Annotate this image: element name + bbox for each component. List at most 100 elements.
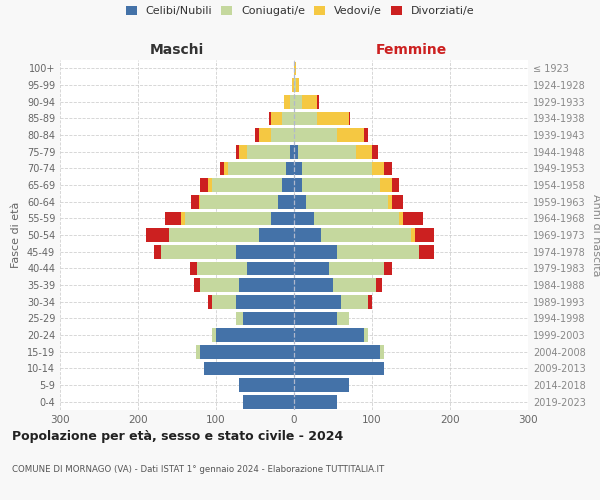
Bar [329, 262, 384, 275]
Bar [190, 262, 197, 275]
Bar [244, 395, 294, 408]
Bar [294, 178, 302, 192]
Bar [269, 112, 271, 125]
Bar [380, 178, 392, 192]
Bar [290, 145, 294, 158]
Bar [302, 178, 380, 192]
Bar [278, 195, 294, 208]
Bar [235, 145, 239, 158]
Bar [165, 212, 181, 225]
Bar [224, 162, 228, 175]
Bar [376, 278, 382, 292]
Y-axis label: Fasce di età: Fasce di età [11, 202, 21, 268]
Bar [194, 278, 200, 292]
Bar [220, 162, 224, 175]
Bar [247, 145, 290, 158]
Bar [384, 162, 392, 175]
Bar [294, 112, 317, 125]
Bar [388, 195, 392, 208]
Bar [364, 328, 368, 342]
Bar [356, 145, 372, 158]
Bar [294, 245, 337, 258]
Bar [197, 262, 247, 275]
Bar [196, 345, 200, 358]
Bar [255, 128, 259, 142]
Bar [294, 128, 337, 142]
Bar [294, 345, 380, 358]
Bar [294, 395, 337, 408]
Bar [286, 162, 294, 175]
Bar [294, 212, 314, 225]
Bar [235, 245, 294, 258]
Bar [208, 295, 212, 308]
Bar [271, 128, 294, 142]
Text: COMUNE DI MORNAGO (VA) - Dati ISTAT 1° gennaio 2024 - Elaborazione TUTTITALIA.IT: COMUNE DI MORNAGO (VA) - Dati ISTAT 1° g… [12, 465, 384, 474]
Bar [259, 228, 294, 242]
Bar [314, 212, 400, 225]
Bar [259, 128, 271, 142]
Bar [161, 245, 235, 258]
Bar [154, 245, 161, 258]
Bar [239, 145, 247, 158]
Bar [294, 312, 337, 325]
Bar [294, 378, 349, 392]
Bar [271, 112, 283, 125]
Legend: Celibi/Nubili, Coniugati/e, Vedovi/e, Divorziati/e: Celibi/Nubili, Coniugati/e, Vedovi/e, Di… [125, 6, 475, 16]
Bar [294, 162, 302, 175]
Bar [212, 178, 283, 192]
Bar [191, 195, 199, 208]
Bar [294, 328, 364, 342]
Bar [337, 312, 349, 325]
Bar [200, 195, 278, 208]
Bar [271, 212, 294, 225]
Bar [283, 112, 294, 125]
Bar [239, 378, 294, 392]
Bar [208, 178, 212, 192]
Bar [228, 162, 286, 175]
Bar [200, 278, 239, 292]
Bar [216, 328, 294, 342]
Bar [290, 95, 294, 108]
Bar [302, 95, 317, 108]
Bar [372, 145, 378, 158]
Bar [317, 112, 349, 125]
Bar [349, 112, 350, 125]
Bar [244, 312, 294, 325]
Bar [403, 212, 422, 225]
Bar [294, 228, 322, 242]
Bar [298, 145, 356, 158]
Bar [294, 78, 296, 92]
Bar [368, 295, 372, 308]
Bar [200, 345, 294, 358]
Bar [204, 362, 294, 375]
Bar [306, 195, 388, 208]
Bar [296, 78, 299, 92]
Bar [380, 345, 384, 358]
Bar [284, 95, 290, 108]
Bar [294, 278, 333, 292]
Bar [235, 295, 294, 308]
Bar [415, 228, 434, 242]
Bar [294, 295, 341, 308]
Bar [294, 62, 296, 75]
Bar [181, 212, 185, 225]
Bar [400, 212, 403, 225]
Bar [411, 228, 415, 242]
Bar [333, 278, 376, 292]
Bar [322, 228, 411, 242]
Bar [337, 245, 419, 258]
Bar [294, 362, 384, 375]
Bar [337, 128, 364, 142]
Bar [212, 328, 216, 342]
Bar [292, 78, 294, 92]
Text: Femmine: Femmine [376, 44, 446, 58]
Bar [372, 162, 384, 175]
Bar [294, 145, 298, 158]
Bar [239, 278, 294, 292]
Y-axis label: Anni di nascita: Anni di nascita [591, 194, 600, 276]
Bar [384, 262, 392, 275]
Bar [199, 195, 200, 208]
Bar [200, 178, 208, 192]
Bar [185, 212, 271, 225]
Bar [392, 195, 403, 208]
